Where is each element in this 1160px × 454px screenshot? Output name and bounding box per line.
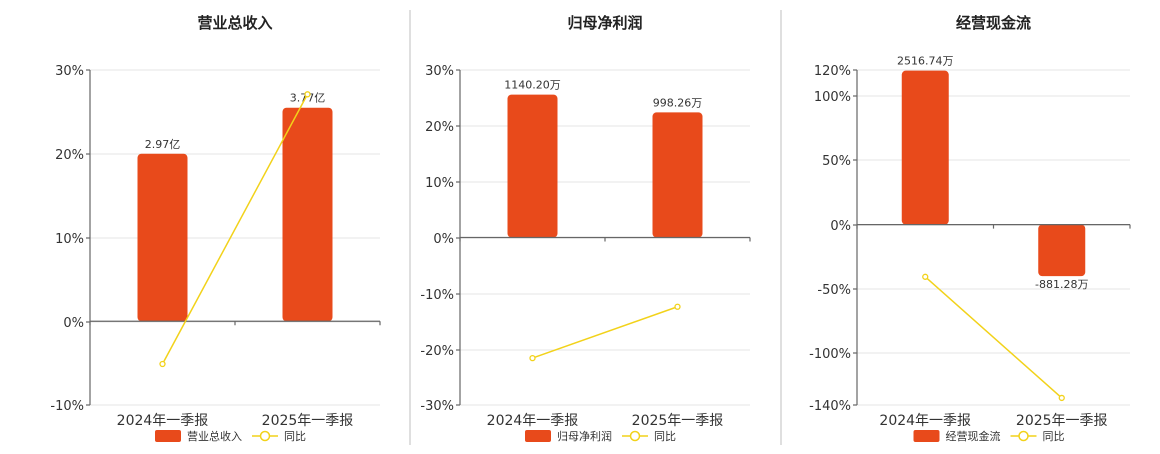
y-tick-label: -100% xyxy=(809,347,851,362)
bar-data-label: 1140.20万 xyxy=(504,79,561,92)
x-tick-label: 2024年一季报 xyxy=(117,413,209,429)
yoy-point-2024年一季报 xyxy=(159,360,166,368)
y-tick-label: 100% xyxy=(814,90,851,105)
y-tick-label: 50% xyxy=(822,154,851,169)
legend-line-marker xyxy=(259,430,271,442)
y-tick-label: -30% xyxy=(420,399,454,414)
bar-data-label: 2516.74万 xyxy=(897,55,954,68)
bar-data-label: 3.77亿 xyxy=(290,92,326,105)
x-tick-label: 2025年一季报 xyxy=(1016,413,1108,429)
yoy-point-2024年一季报 xyxy=(529,354,536,362)
y-tick-label: 10% xyxy=(425,176,454,191)
legend-bar-swatch xyxy=(155,430,181,442)
y-tick-label: -20% xyxy=(420,344,454,359)
yoy-line xyxy=(161,93,309,365)
y-tick-label: 0% xyxy=(63,316,84,331)
legend-line-label: 同比 xyxy=(1043,430,1065,443)
yoy-line xyxy=(532,306,678,359)
legend-bar-label: 经营现金流 xyxy=(946,429,1001,443)
y-tick-label: 20% xyxy=(55,148,84,163)
yoy-point-2025年一季报 xyxy=(674,303,681,310)
legend-bar-swatch xyxy=(525,430,551,442)
x-tick-label: 2025年一季报 xyxy=(632,413,724,429)
bar-data-label: -881.28万 xyxy=(1035,278,1088,291)
bar-data-label: 2.97亿 xyxy=(145,138,181,151)
y-tick-label: -10% xyxy=(50,399,84,414)
y-tick-label: 0% xyxy=(830,219,851,234)
legend-line-marker xyxy=(1018,430,1029,442)
yoy-point-2025年一季报 xyxy=(304,91,311,98)
chart-title: 营业总收入 xyxy=(197,14,272,32)
chart-title: 归母净利润 xyxy=(567,14,642,32)
y-tick-label: 30% xyxy=(425,64,454,79)
legend-bar-label: 营业总收入 xyxy=(187,429,242,443)
y-tick-label: -140% xyxy=(809,399,851,414)
y-tick-label: 20% xyxy=(425,120,454,135)
x-tick-label: 2024年一季报 xyxy=(879,413,971,429)
y-tick-label: 120% xyxy=(814,64,851,79)
legend-line-label: 同比 xyxy=(654,430,676,443)
legend-line-label: 同比 xyxy=(284,430,306,443)
bar-2025年一季报 xyxy=(1038,224,1086,277)
bar-2024年一季报 xyxy=(507,94,558,238)
bar-2025年一季报 xyxy=(282,107,333,322)
y-tick-label: -10% xyxy=(420,288,454,303)
y-tick-label: 30% xyxy=(55,64,84,79)
x-tick-label: 2024年一季报 xyxy=(487,413,579,429)
x-tick-label: 2025年一季报 xyxy=(262,413,354,429)
legend-bar-label: 归母净利润 xyxy=(557,429,612,443)
y-tick-label: 0% xyxy=(433,232,454,247)
yoy-point-2025年一季报 xyxy=(1058,394,1065,402)
legend-bar-swatch xyxy=(913,430,940,442)
y-tick-label: -50% xyxy=(817,283,851,298)
bar-data-label: 998.26万 xyxy=(653,96,703,109)
yoy-line xyxy=(924,276,1063,399)
bar-2024年一季报 xyxy=(901,70,949,225)
chart-title: 经营现金流 xyxy=(956,14,1031,32)
bar-2025年一季报 xyxy=(652,112,703,238)
y-tick-label: 10% xyxy=(55,232,84,247)
legend-line-marker xyxy=(629,430,641,442)
yoy-point-2024年一季报 xyxy=(922,273,929,280)
bar-2024年一季报 xyxy=(137,153,188,322)
